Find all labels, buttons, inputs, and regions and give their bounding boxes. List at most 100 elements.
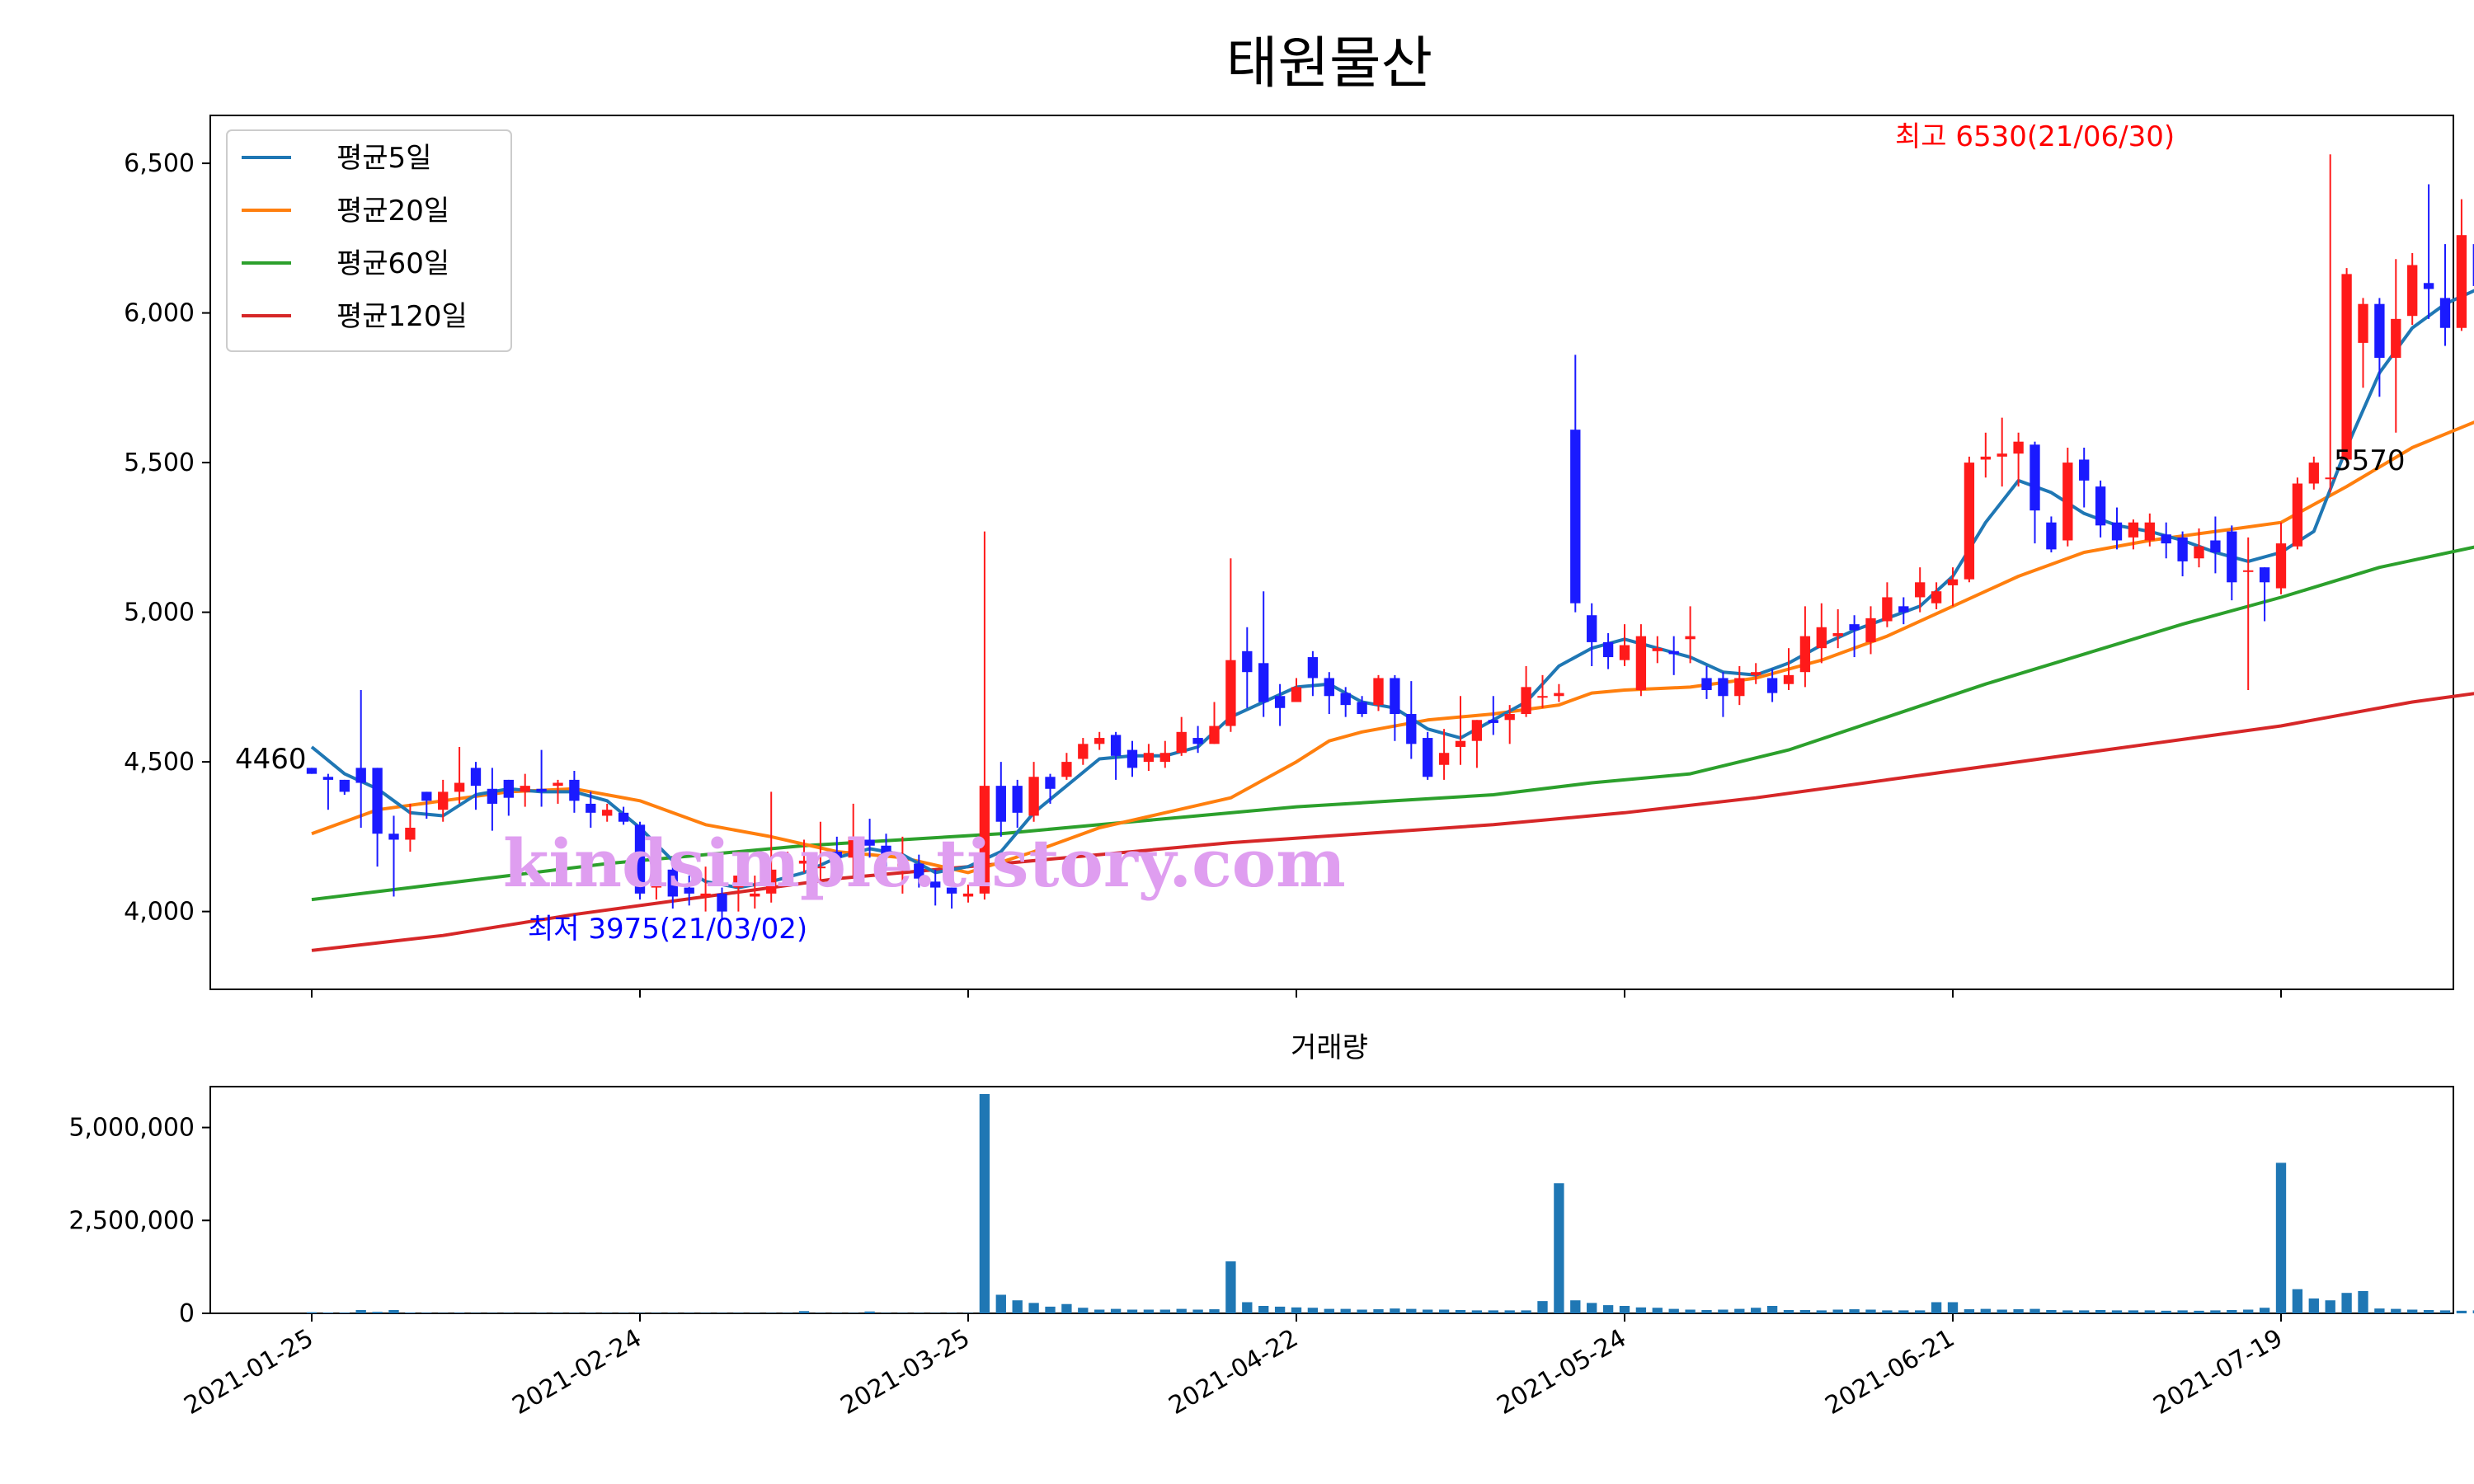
date-tick-label: 2021-01-25: [180, 1324, 318, 1421]
candle-body: [2358, 303, 2368, 343]
candle-body: [322, 777, 334, 780]
volume-plot-frame: [209, 1086, 2454, 1314]
volume-bar: [1373, 1309, 1384, 1313]
candle-body: [962, 893, 974, 897]
candle-body: [1521, 687, 1531, 715]
candle-body: [1373, 678, 1384, 706]
candle-body: [1635, 636, 1647, 690]
candle-body: [684, 887, 694, 894]
candle-body: [1537, 696, 1548, 698]
candle-body: [995, 786, 1006, 822]
candle-body: [1980, 456, 1991, 460]
candle-body: [586, 803, 596, 813]
candle-body: [1159, 753, 1170, 763]
volume-x-axis: 2021-01-25 2021-02-24 2021-03-25 2021-04-22…: [180, 1313, 2288, 1421]
volume-bar: [979, 1094, 990, 1313]
legend-box: [226, 129, 512, 352]
candle-body: [520, 786, 530, 792]
volume-bar: [1701, 1309, 1712, 1313]
candle-body: [1488, 720, 1498, 723]
candle-body: [831, 852, 842, 858]
volume-bar: [2227, 1309, 2237, 1313]
candle-body: [733, 876, 744, 888]
candle-body: [2030, 444, 2040, 511]
candle-body: [766, 869, 777, 894]
price-y-tick-label: 6,000: [124, 299, 195, 328]
candle-body: [2325, 477, 2335, 480]
volume-bar: [2439, 1310, 2451, 1313]
volume-bar: [1423, 1309, 1433, 1313]
volume-bars: [306, 1094, 2474, 1313]
candle-body: [503, 779, 514, 798]
candle-body: [881, 845, 891, 855]
candle-body: [1882, 597, 1893, 622]
volume-bar: [2407, 1309, 2418, 1313]
volume-y-tick-label: 2,500,000: [68, 1206, 195, 1235]
candle-body: [1094, 738, 1105, 744]
volume-bar: [1291, 1307, 1302, 1313]
candle-body: [1438, 753, 1450, 765]
candle-body: [1455, 740, 1466, 747]
volume-bar: [1685, 1309, 1696, 1313]
volume-bar: [1471, 1310, 1483, 1313]
volume-bar: [1455, 1309, 1466, 1313]
volume-bar: [2472, 1310, 2474, 1313]
candle-body: [2111, 522, 2123, 541]
candle-body: [2013, 441, 2024, 454]
candle-body: [2292, 483, 2303, 547]
volume-bar: [1242, 1302, 1253, 1313]
candle-body: [1242, 650, 1253, 673]
volume-bar: [2308, 1298, 2319, 1313]
volume-bar: [1783, 1309, 1794, 1313]
candle-body: [1176, 731, 1187, 754]
volume-bar: [1504, 1310, 1515, 1313]
candle-body: [1061, 762, 1072, 777]
volume-bar: [1012, 1300, 1023, 1313]
volume-bar: [2243, 1309, 2254, 1313]
volume-bar: [1094, 1309, 1105, 1313]
volume-bar: [2046, 1309, 2057, 1313]
candle-body: [651, 869, 662, 888]
candle-body: [553, 782, 563, 787]
candle-body: [1258, 663, 1269, 702]
volume-bar: [1521, 1310, 1531, 1313]
volume-bar: [864, 1311, 875, 1313]
candle-body: [798, 860, 810, 864]
candle-body: [1504, 714, 1515, 721]
volume-bar: [1225, 1261, 1236, 1313]
candle-body: [717, 893, 727, 912]
price-y-axis: 4,000 4,500 5,000 5,500 6,000 6,500: [124, 149, 210, 927]
legend-label-ma20: 평균20일: [336, 195, 449, 228]
candle-body: [2095, 486, 2106, 526]
candle-body: [355, 768, 366, 783]
volume-bar: [2275, 1162, 2287, 1313]
candle-body: [1816, 627, 1827, 649]
volume-bar: [372, 1312, 383, 1313]
candle-body: [1964, 463, 1975, 580]
candle-body: [700, 893, 711, 897]
volume-bar: [2013, 1309, 2024, 1313]
candle-body: [1898, 606, 1909, 613]
volume-bar: [2374, 1308, 2385, 1313]
volume-bar: [2030, 1308, 2040, 1313]
volume-bar: [2210, 1310, 2221, 1313]
volume-bar: [1390, 1308, 1400, 1313]
candle-body: [1012, 786, 1023, 813]
candle-body: [2161, 534, 2171, 544]
price-y-tick-label: 5,000: [124, 599, 195, 627]
candle-body: [1209, 726, 1220, 744]
volume-bar: [1192, 1309, 1203, 1313]
candle-body: [1291, 687, 1302, 702]
candle-body: [1619, 645, 1630, 660]
legend-label-ma120: 평균120일: [336, 300, 468, 333]
candle-body: [750, 893, 760, 897]
candle-body: [914, 863, 924, 879]
volume-bar: [1964, 1309, 1975, 1313]
candle-body: [1307, 657, 1319, 679]
candle-body: [2472, 244, 2474, 286]
volume-bar: [2358, 1290, 2368, 1313]
candle-body: [372, 768, 383, 834]
volume-bar: [1931, 1302, 1942, 1313]
candle-body: [487, 788, 498, 804]
volume-bar: [1340, 1308, 1351, 1313]
